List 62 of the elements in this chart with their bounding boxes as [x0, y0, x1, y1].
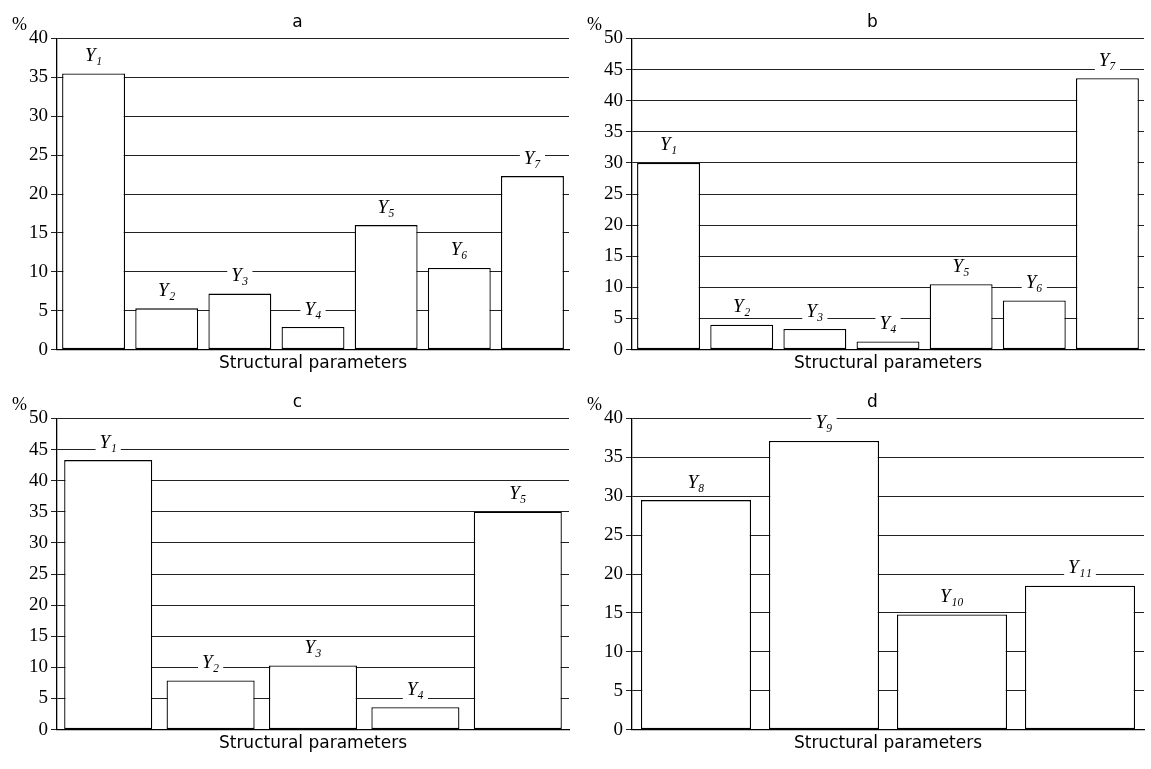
x-tick-label: Y₁₀	[940, 584, 964, 606]
y-tick-label: 0	[38, 717, 48, 739]
y-tick-label: 35	[29, 65, 48, 87]
x-axis-title: Structural parameters	[793, 352, 983, 373]
y-tick-label: 45	[29, 437, 48, 459]
x-axis-title: Structural parameters	[218, 732, 408, 753]
y-tick-label: 30	[604, 484, 623, 506]
category-label: Y₅	[952, 254, 970, 276]
category-label: Y₁	[659, 133, 678, 155]
y-tick-label: 10	[604, 639, 623, 661]
y-tick-label: 25	[604, 181, 623, 203]
y-axis-title: %	[12, 14, 27, 35]
y-tick-label: 0	[38, 337, 48, 359]
y-tick-label: 10	[29, 259, 48, 281]
y-tick-label: 50	[604, 26, 623, 48]
y-tick-label: 20	[604, 213, 623, 235]
y-tick-label: 20	[29, 181, 48, 203]
y-tick-label: 5	[38, 686, 48, 708]
x-tick-label: Y₉	[815, 411, 833, 433]
y-tick-label: 20	[29, 593, 48, 615]
y-tick-label: 5	[613, 306, 623, 328]
y-tick-label: 30	[29, 530, 48, 552]
category-label: Y₃	[806, 299, 824, 321]
category-label: Y₂	[733, 295, 751, 317]
y-tick-label: 25	[29, 561, 48, 583]
y-tick-label: 40	[29, 468, 48, 490]
y-tick-label: 0	[613, 717, 623, 739]
y-tick-label: 20	[604, 561, 623, 583]
y-tick-label: 15	[29, 624, 48, 646]
y-tick-label: 50	[29, 406, 48, 428]
category-label: Y₄	[879, 312, 897, 334]
y-tick-label: 35	[29, 499, 48, 521]
y-tick-label: 5	[613, 678, 623, 700]
chart-title: b	[867, 10, 878, 31]
chart-title: c	[292, 390, 303, 411]
y-tick-label: 15	[604, 600, 623, 622]
y-tick-label: 45	[604, 57, 623, 79]
y-tick-label: 10	[604, 275, 623, 297]
x-axis-title: Structural parameters	[793, 732, 983, 753]
y-tick-label: 35	[604, 445, 623, 467]
y-tick-label: 30	[29, 104, 48, 126]
y-tick-label: 25	[604, 523, 623, 545]
y-tick-label: 10	[29, 655, 48, 677]
y-tick-label: 40	[604, 88, 623, 110]
y-tick-label: 15	[604, 244, 623, 266]
y-tick-label: 0	[613, 337, 623, 359]
y-axis-title: %	[12, 394, 27, 415]
y-tick-label: 5	[38, 298, 48, 320]
y-axis-title: %	[587, 394, 602, 415]
y-tick-label: 30	[604, 150, 623, 172]
x-tick-label: Y₁₁	[1068, 556, 1092, 578]
chart-title: a	[292, 10, 303, 31]
y-tick-label: 40	[604, 406, 623, 428]
y-tick-label: 40	[29, 26, 48, 48]
category-label: Y₇	[1098, 48, 1117, 70]
y-axis-title: %	[587, 14, 602, 35]
x-axis-title: Structural parameters	[218, 352, 408, 373]
y-tick-label: 35	[604, 119, 623, 141]
chart-title: d	[867, 390, 878, 411]
y-tick-label: 15	[29, 220, 48, 242]
y-tick-label: 25	[29, 143, 48, 165]
x-tick-label: Y₈	[687, 470, 705, 492]
